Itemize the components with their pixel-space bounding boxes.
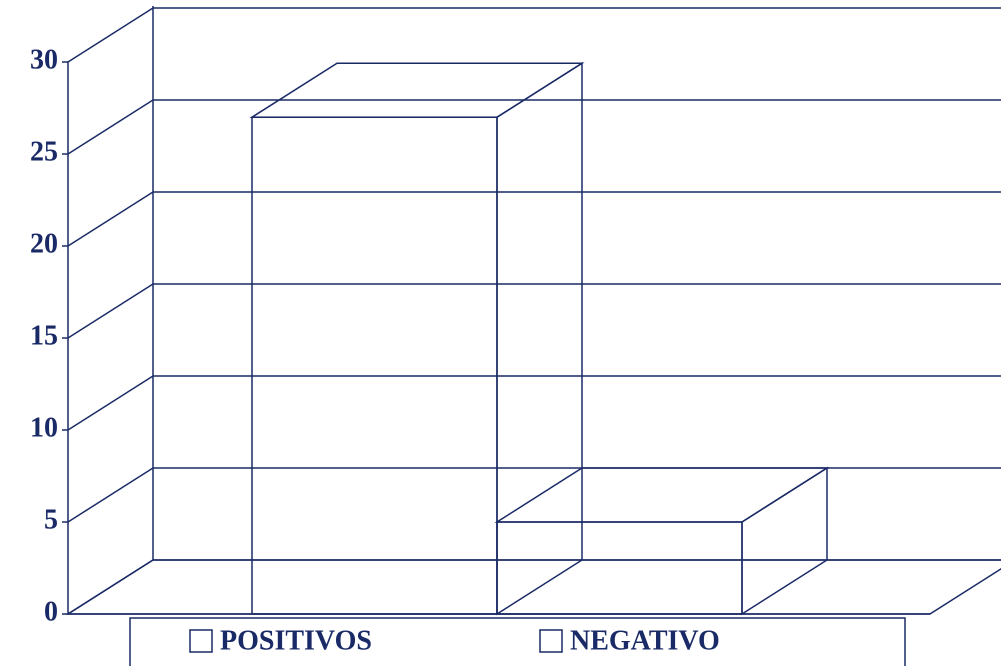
bar: [496, 521, 743, 615]
y-tick-label: 10: [30, 412, 58, 443]
grid-line-side: [67, 467, 154, 523]
bar-top: [249, 62, 585, 118]
grid-line-side: [67, 99, 154, 155]
bar: [251, 116, 498, 615]
y-tick-label: 20: [30, 228, 58, 259]
grid-line-side: [67, 283, 154, 339]
y-tick-label: 0: [44, 596, 58, 627]
y-tick-label: 5: [44, 504, 58, 535]
grid-line-side: [67, 7, 154, 63]
y-tick-label: 25: [30, 136, 58, 167]
bar-side: [496, 61, 583, 616]
bar-side: [741, 466, 828, 616]
grid-line-side: [67, 375, 154, 431]
legend-swatch: [539, 629, 563, 653]
legend: [129, 617, 906, 666]
floor: [65, 559, 1001, 615]
legend-label: POSITIVOS: [220, 625, 372, 656]
grid-line-side: [67, 559, 154, 615]
bar-top: [494, 467, 830, 523]
y-tick-label: 30: [30, 44, 58, 75]
y-tick-label: 15: [30, 320, 58, 351]
legend-label: NEGATIVO: [570, 625, 720, 656]
legend-swatch: [189, 629, 213, 653]
grid-line-side: [67, 191, 154, 247]
